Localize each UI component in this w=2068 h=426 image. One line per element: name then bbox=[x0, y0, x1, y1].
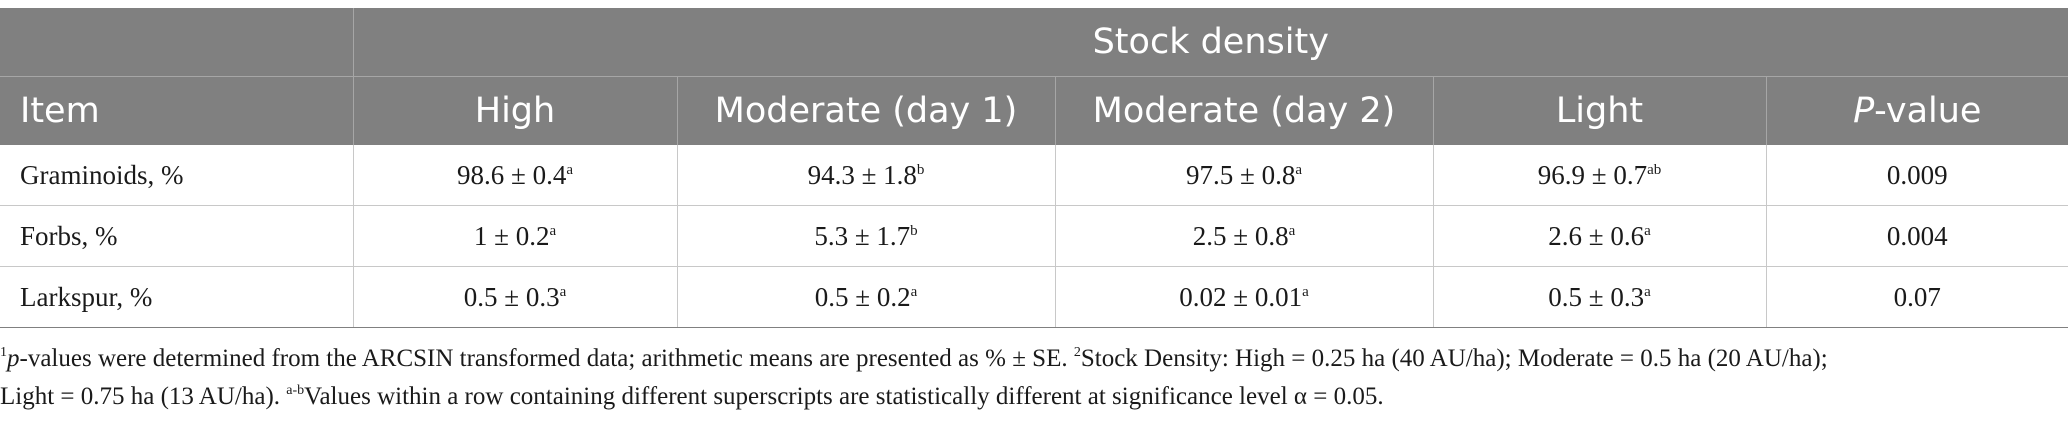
superscript: a bbox=[1644, 222, 1651, 239]
superscript: ab bbox=[1647, 161, 1662, 178]
light-cell: 2.6 ± 0.6a bbox=[1433, 205, 1767, 267]
moderate-day1-column-header: Moderate (day 1) bbox=[677, 76, 1056, 145]
p-value-cell: 0.009 bbox=[1766, 145, 2068, 206]
column-header-row: Item High Moderate (day 1) Moderate (day… bbox=[0, 76, 2068, 145]
cell-value: 98.6 ± 0.4 bbox=[457, 159, 567, 190]
footnote-line-2: Light = 0.75 ha (13 AU/ha). a-bValues wi… bbox=[0, 378, 2060, 416]
cell-value: 2.5 ± 0.8 bbox=[1192, 220, 1289, 251]
p-value-cell: 0.004 bbox=[1766, 205, 2068, 267]
results-table: Stock density Item High Moderate (day 1)… bbox=[0, 8, 2068, 328]
cell-value: 96.9 ± 0.7 bbox=[1537, 159, 1648, 190]
results-table-wrapper: Stock density Item High Moderate (day 1)… bbox=[0, 8, 2068, 328]
high-column-header: High bbox=[353, 76, 678, 145]
light-cell: 0.5 ± 0.3a bbox=[1433, 266, 1767, 328]
header-blank-cell bbox=[0, 8, 354, 77]
footnote-mark-1: 1 bbox=[0, 345, 7, 360]
cell-value: 2.6 ± 0.6 bbox=[1548, 220, 1645, 251]
high-cell: 98.6 ± 0.4a bbox=[353, 145, 678, 206]
stock-density-header: Stock density bbox=[353, 8, 2068, 77]
superscript: a bbox=[1288, 222, 1296, 239]
superscript: a bbox=[1295, 161, 1302, 178]
cell-value: 0.5 ± 0.3 bbox=[463, 281, 560, 312]
p-value-column-header: P-value bbox=[1766, 76, 2068, 145]
footnote-p-italic: p bbox=[7, 345, 20, 372]
item-column-header: Item bbox=[0, 76, 354, 145]
table-row: Forbs, % 1 ± 0.2a 5.3 ± 1.7b 2.5 ± 0.8a … bbox=[0, 205, 2068, 267]
superscript: a bbox=[1644, 283, 1651, 300]
moderate-day2-cell: 0.02 ± 0.01a bbox=[1055, 266, 1434, 328]
superscript: a bbox=[566, 161, 573, 178]
table-footnote: 1p-values were determined from the ARCSI… bbox=[0, 340, 2060, 416]
footnote-text-3: Light = 0.75 ha (13 AU/ha). bbox=[0, 383, 287, 410]
moderate-day2-cell: 97.5 ± 0.8a bbox=[1055, 145, 1434, 206]
p-value-suffix: -value bbox=[1874, 91, 1982, 131]
moderate-day1-cell: 0.5 ± 0.2a bbox=[677, 266, 1056, 328]
superscript: a bbox=[910, 283, 918, 300]
cell-value: 1 ± 0.2 bbox=[473, 220, 550, 251]
footnote-mark-2: 2 bbox=[1073, 345, 1081, 360]
p-value-cell: 0.07 bbox=[1766, 266, 2068, 328]
cell-value: 0.5 ± 0.3 bbox=[1548, 281, 1645, 312]
row-label: Graminoids, % bbox=[0, 145, 354, 206]
moderate-day1-cell: 94.3 ± 1.8b bbox=[677, 145, 1056, 206]
cell-value: 97.5 ± 0.8 bbox=[1186, 159, 1296, 190]
superscript: a bbox=[549, 222, 557, 239]
table-row: Graminoids, % 98.6 ± 0.4a 94.3 ± 1.8b 97… bbox=[0, 145, 2068, 206]
row-label: Forbs, % bbox=[0, 205, 354, 267]
row-label: Larkspur, % bbox=[0, 266, 354, 328]
group-header-row: Stock density bbox=[0, 8, 2068, 77]
cell-value: 0.02 ± 0.01 bbox=[1179, 281, 1303, 312]
cell-value: 5.3 ± 1.7 bbox=[814, 220, 911, 251]
superscript: a bbox=[559, 283, 567, 300]
footnote-text-1: -values were determined from the ARCSIN … bbox=[19, 345, 1074, 372]
superscript: b bbox=[916, 161, 925, 178]
moderate-day2-cell: 2.5 ± 0.8a bbox=[1055, 205, 1434, 267]
superscript: b bbox=[910, 222, 918, 239]
high-cell: 0.5 ± 0.3a bbox=[353, 266, 678, 328]
light-cell: 96.9 ± 0.7ab bbox=[1433, 145, 1767, 206]
footnote-text-4: Values within a row containing different… bbox=[304, 383, 1384, 410]
moderate-day2-column-header: Moderate (day 2) bbox=[1055, 76, 1434, 145]
footnote-line-1: 1p-values were determined from the ARCSI… bbox=[0, 340, 2060, 378]
footnote-mark-3: a-b bbox=[286, 383, 305, 398]
high-cell: 1 ± 0.2a bbox=[353, 205, 678, 267]
footnote-text-2: Stock Density: High = 0.25 ha (40 AU/ha)… bbox=[1080, 345, 1828, 372]
superscript: a bbox=[1302, 283, 1309, 300]
p-italic: P bbox=[1853, 91, 1875, 131]
table-row: Larkspur, % 0.5 ± 0.3a 0.5 ± 0.2a 0.02 ±… bbox=[0, 266, 2068, 328]
cell-value: 0.5 ± 0.2 bbox=[814, 281, 911, 312]
moderate-day1-cell: 5.3 ± 1.7b bbox=[677, 205, 1056, 267]
light-column-header: Light bbox=[1433, 76, 1767, 145]
cell-value: 94.3 ± 1.8 bbox=[807, 159, 917, 190]
